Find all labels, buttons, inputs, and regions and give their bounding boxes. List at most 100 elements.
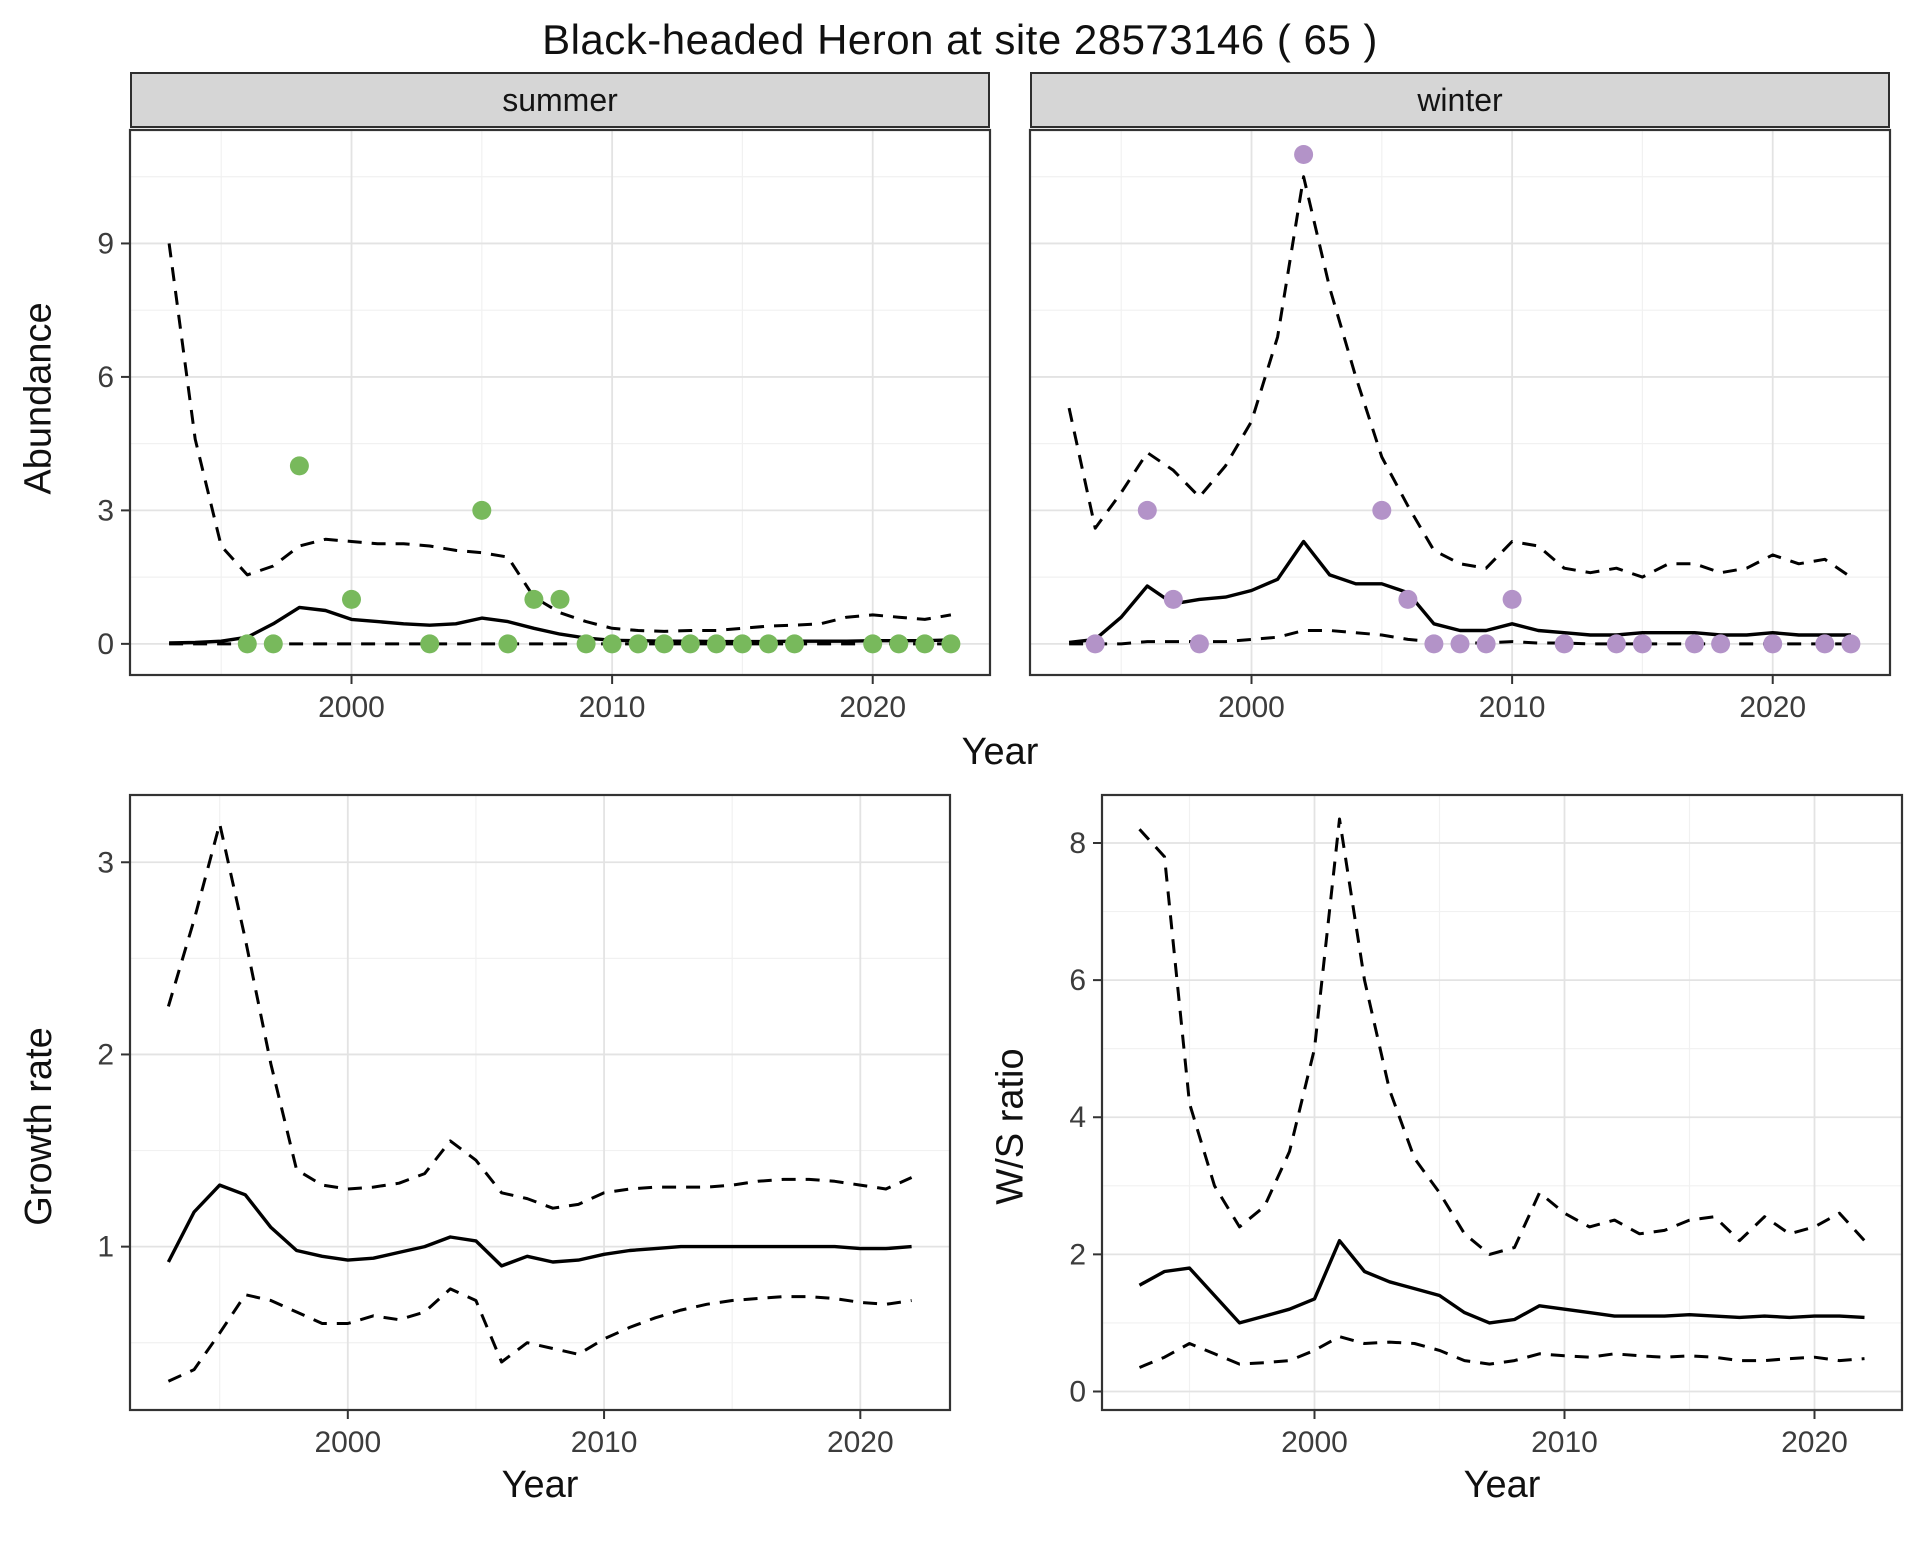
abundance-winter-observation-point [1450,634,1470,654]
abundance-winter-observation-point [1632,634,1652,654]
abundance-winter-observation-point [1163,589,1183,609]
abundance-winter-observation-point [1189,634,1209,654]
y-tick-label: 2 [1069,1238,1086,1271]
facet-strip-summer: summer [130,72,990,128]
growth-rate-lower-ci-line [167,1287,912,1383]
abundance-summer-observation-point [889,634,909,654]
abundance-summer-observation-point [732,634,752,654]
abundance-winter-observation-point [1554,634,1574,654]
x-tick-label: 2000 [318,691,385,724]
ws-ratio-group: W/S ratio 2000 2010 2020 0 2 4 6 8 Year [982,793,1914,1510]
y-tick-label: 8 [1069,827,1086,860]
y-tick-label: 1 [97,1231,114,1264]
abundance-winter-observation-point [1137,500,1157,520]
panel-background [1030,130,1890,675]
x-tick-label: 2000 [1218,691,1285,724]
panel-border [1028,128,1892,677]
y-tick-label: 0 [1069,1375,1086,1408]
y-tick-label: 9 [97,227,114,260]
abundance-winter-observation-point [1815,634,1835,654]
growth-rate-group: Growth rate 2000 2010 2020 1 2 3 Year [10,793,962,1510]
abundance-summer-observation-point [915,634,935,654]
abundance-summer-observation-point [289,456,309,476]
abundance-axis-title: Abundance [17,302,60,495]
abundance-summer-panel: 2000 2010 2020 0 3 6 9 [97,128,992,724]
abundance-summer-observation-point [524,589,544,609]
bottom-panel-row: Growth rate 2000 2010 2020 1 2 3 Year W/S rat… [10,793,1920,1510]
growth-axis-title-wrap: Growth rate [10,793,68,1460]
abundance-winter-observation-point [1841,634,1861,654]
abundance-summer-observation-point [941,634,961,654]
panel-background [130,130,990,675]
y-tick-label: 2 [97,1038,114,1071]
y-tick-label: 4 [1069,1101,1086,1134]
facet-winter: winter 2000 2010 2020 [1020,72,1902,725]
abundance-summer-observation-point [472,500,492,520]
abundance-winter-observation-point [1476,634,1496,654]
ws-ratio-mean-line [1138,1239,1865,1325]
abundance-winter-observation-point [1685,634,1704,654]
abundance-summer-observation-point [420,634,440,654]
growth-rate-panel: 2000 2010 2020 1 2 3 [97,793,952,1459]
x-tick-label: 2010 [579,691,646,724]
x-tick-label: 2000 [1281,1426,1348,1459]
abundance-summer-observation-point [576,634,596,654]
growth-rate-mean-line [166,1183,912,1268]
abundance-winter-observation-point [1294,145,1314,164]
x-tick-label: 2010 [1479,691,1546,724]
abundance-winter-observation-point [1085,634,1105,654]
abundance-winter-observation-point [1398,589,1418,609]
panel-background [130,795,950,1410]
abundance-summer-observation-point [342,589,361,609]
abundance-summer-observation-point [785,634,804,654]
growth-x-axis-title: Year [501,1464,579,1506]
ws-axis-title-wrap: W/S ratio [982,793,1040,1460]
facet-summer: summer 2000 2010 2020 0 3 6 9 [68,72,1002,725]
panel-background [1102,795,1902,1410]
abundance-summer-observation-point [759,634,778,654]
figure-title: Black-headed Heron at site 28573146 ( 65… [542,16,1378,63]
x-tick-label: 2010 [571,1426,638,1459]
ws-axis-title: W/S ratio [989,1048,1032,1205]
ws-ratio-panel: 2000 2010 2020 0 2 4 6 8 [1069,793,1904,1459]
panel-border [128,793,952,1412]
abundance-winter-observation-point [1711,634,1731,654]
abundance-summer-observation-point [263,634,283,654]
abundance-summer-observation-point [628,634,648,654]
x-tick-label: 2020 [839,691,906,724]
y-tick-label: 3 [97,846,114,879]
panel-border [1100,793,1904,1412]
x-tick-label: 2020 [827,1426,894,1459]
abundance-winter-panel: 2000 2010 2020 [1028,128,1892,724]
x-tick-label: 2010 [1531,1426,1598,1459]
abundance-winter-observation-point [1502,589,1522,609]
facet-strip-winter: winter [1030,72,1890,128]
abundance-summer-mean-line [169,605,951,645]
growth-rate-upper-ci-line [166,822,913,1210]
abundance-facet-row: Abundance summer 2000 2010 2020 0 3 6 9 winter… [10,72,1920,725]
ws-ratio-lower-ci-line [1138,1335,1865,1369]
x-tick-label: 2000 [314,1426,381,1459]
growth-axis-title: Growth rate [17,1027,60,1226]
ws-x-axis-title: Year [1463,1464,1541,1506]
x-tick-label: 2020 [1739,691,1806,724]
abundance-summer-observation-point [237,634,257,654]
x-tick-label: 2020 [1781,1426,1848,1459]
abundance-summer-observation-point [550,589,570,609]
y-tick-label: 0 [97,628,114,661]
y-tick-label: 3 [97,494,114,527]
abundance-summer-observation-point [498,634,518,654]
abundance-summer-observation-point [706,634,726,654]
abundance-summer-observation-point [654,634,674,654]
abundance-winter-observation-point [1606,634,1626,654]
ws-ratio-upper-ci-line [1138,817,1866,1256]
abundance-axis-title-wrap: Abundance [10,72,68,725]
y-tick-label: 6 [1069,964,1086,997]
abundance-winter-observation-point [1763,634,1783,654]
y-tick-label: 6 [97,361,114,394]
abundance-summer-observation-point [863,634,883,654]
abundance-winter-observation-point [1424,634,1444,654]
top-x-axis-title: Year [961,731,1039,773]
abundance-winter-observation-point [1372,500,1392,520]
